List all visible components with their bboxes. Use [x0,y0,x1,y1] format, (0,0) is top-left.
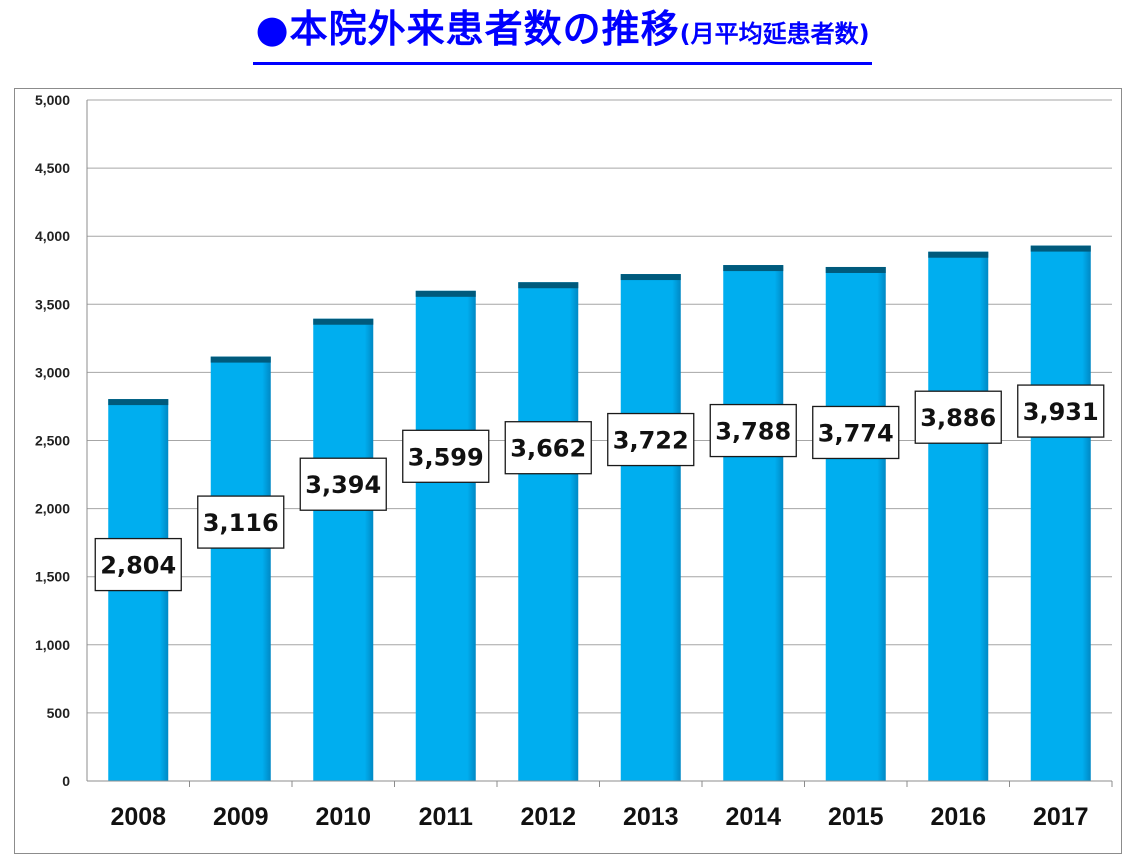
bar-top-edge [210,356,271,363]
chart-title-subtitle: (月平均延患者数) [679,20,870,48]
y-tick-label: 2,500 [35,433,70,449]
data-label-box [402,429,490,483]
bar-top-edge [620,274,681,281]
bar-top-edge [108,399,169,406]
y-tick-label: 500 [47,705,71,721]
data-label-box [812,405,900,460]
x-tick-label: 2013 [623,803,679,831]
data-label-box [299,457,387,511]
bar-top-edge [1030,245,1091,252]
y-tick-label: 4,000 [35,228,70,244]
data-label: 3,931 [1023,398,1099,426]
bar-top-edge [825,266,886,273]
chart-title: ●本院外来患者数の推移(月平均延患者数) [0,6,1125,65]
data-label-box [709,403,797,458]
x-tick-label: 2010 [315,803,371,831]
data-label: 3,722 [613,427,689,455]
bar-top-edge [723,265,784,272]
data-label-box [94,537,182,592]
y-tick-label: 5,000 [35,92,70,108]
bar-top-edge [313,318,374,325]
bar [313,318,374,781]
bars [108,245,1091,782]
x-tick-label: 2016 [930,803,986,831]
x-tick-label: 2011 [419,803,473,831]
chart-title-underlined: ●本院外来患者数の推移(月平均延患者数) [253,6,872,65]
y-tick-label: 1,500 [35,569,70,585]
data-label: 3,886 [920,404,996,432]
data-label: 3,788 [715,418,791,446]
x-tick-label: 2014 [725,803,781,831]
data-label-box [914,390,1002,444]
data-label-box [1017,384,1105,438]
chart-title-main: ●本院外来患者数の推移 [255,7,680,51]
x-tick-label: 2008 [110,803,166,831]
data-label: 3,774 [818,419,894,447]
data-label: 3,599 [408,443,484,471]
data-label-box [197,495,285,549]
data-labels: 2,804 3,116 3,394 3,599 3,662 3,722 3,788 3,774… [94,384,1105,592]
y-tick-label: 3,000 [35,364,70,380]
data-label: 3,116 [203,509,279,537]
y-axis: 0 500 1,000 1,500 2,000 2,500 3,000 3,500 4,000 4… [35,92,88,789]
data-label: 3,394 [305,471,381,499]
bar-top-edge [518,282,579,289]
x-tick-label: 2017 [1033,803,1089,831]
bar [723,265,784,781]
data-label: 3,662 [510,435,586,463]
bar [210,356,271,781]
data-label-box [504,421,592,475]
data-label: 2,804 [100,552,176,580]
bar [620,274,681,781]
bar [825,266,886,781]
bar [928,251,989,781]
x-tick-label: 2009 [213,803,269,831]
x-tick-label: 2015 [828,803,884,831]
bar [518,282,579,781]
y-tick-label: 0 [62,773,70,789]
bar [1030,245,1091,782]
bar-top-edge [928,251,989,258]
y-tick-label: 4,500 [35,160,70,176]
x-tick-label: 2012 [520,803,576,831]
y-tick-label: 2,000 [35,501,70,517]
y-tick-label: 1,000 [35,637,70,653]
x-axis: 2008 2009 2010 2011 2012 2013 2014 2015 2016 2017 [87,780,1113,831]
y-tick-label: 3,500 [35,296,70,312]
bar-top-edge [415,290,476,297]
data-label-box [607,412,695,467]
bar [415,290,476,781]
